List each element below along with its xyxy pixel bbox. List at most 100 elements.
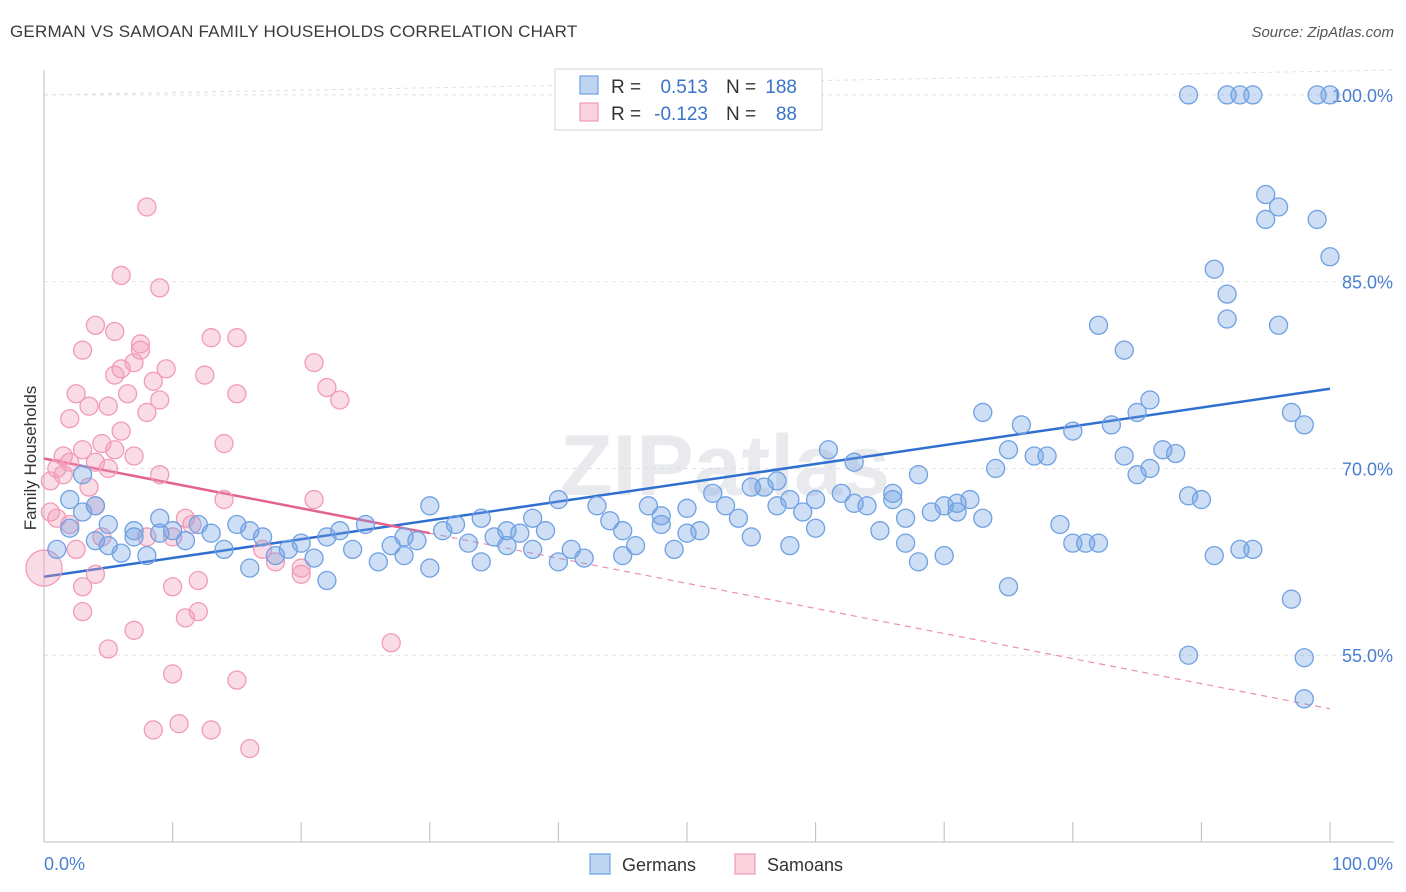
germans-point [1140,458,1160,479]
chart-title: GERMAN VS SAMOAN FAMILY HOUSEHOLDS CORRE… [10,22,578,41]
samoans-point [105,321,125,342]
germans-point [908,465,929,485]
y-tick-label: 70.0% [1342,459,1393,479]
samoans-point [265,552,286,572]
germans-point [1178,85,1199,105]
germans-point [1281,402,1302,423]
germans-point [1294,648,1314,668]
samoans-point [98,639,118,659]
germans-point [317,570,337,591]
stats-n-value: 188 [765,77,797,98]
samoans-point [98,458,118,479]
samoans-point [214,433,234,454]
germans-point [330,521,350,541]
germans-point [150,508,170,528]
germans-point [767,471,787,491]
samoans-point [150,390,170,410]
germans-point [805,518,826,538]
germans-point [162,521,183,541]
samoans-point [117,384,138,404]
germans-point [1114,446,1134,466]
y-axis-label: Family Households [21,386,40,531]
legend-label-samoans: Samoans [767,855,843,875]
samoans-point [214,489,234,510]
germans-point [214,539,234,560]
samoans-point [79,396,99,416]
germans-point [1140,390,1160,410]
germans-point [471,508,491,528]
germans-point [780,536,800,556]
germans-point [497,536,517,556]
germans-point [342,539,363,560]
germans-point [1320,247,1340,267]
samoans-point [111,421,131,441]
samoans-point [72,577,93,597]
samoans-point [72,340,93,360]
samoans-point [79,477,99,497]
samoans-trend-line [43,457,431,535]
samoans-point [137,402,157,423]
germans-point [523,539,543,560]
germans-point [291,533,311,553]
stats-legend-box [554,68,823,131]
germans-point [240,558,260,578]
germans-point [690,521,710,541]
samoans-point [105,440,125,460]
germans-point [587,496,607,516]
germans-point [60,518,80,538]
samoans-point [291,558,311,578]
germans-point [252,527,273,547]
germans-point [1101,415,1122,435]
samoans-point [85,315,106,335]
germans-point [445,514,466,535]
germans-point [638,496,659,516]
germans-point [60,489,80,510]
germans-point [72,465,93,485]
samoans-point [227,670,247,690]
germans-point [831,483,851,504]
germans-point [895,508,916,528]
germans-point [625,536,646,556]
germans-point [407,531,427,551]
germans-point [1268,315,1289,335]
germans-point [1256,209,1276,230]
germans-point [883,483,903,504]
germans-point [1037,446,1057,466]
germans-point [1268,197,1289,217]
germans-point [1307,209,1327,230]
germans-point [908,552,929,572]
germans-point [98,514,118,535]
germans-point [677,498,697,518]
series-samoans [25,197,401,759]
axes [43,70,1394,843]
germans-point [1243,85,1263,105]
stats-swatch-samoans [579,102,599,122]
germans-point [394,545,414,566]
germans-point [793,502,813,522]
samoans-trend-extension [429,532,1331,710]
samoans-point [130,334,151,354]
x-tick-label-min: 0.0% [44,854,85,874]
germans-point [175,531,196,551]
germans-point [510,523,530,543]
germans-point [1114,340,1134,360]
samoans-point [227,328,247,348]
germans-point [780,489,800,510]
legend-swatch-samoans [734,853,756,875]
stats-swatch-germans [579,75,599,95]
samoans-point [130,340,151,360]
germans-point [1217,284,1237,304]
germans-point [651,506,671,526]
samoans-point [162,577,183,597]
germans-point [1281,589,1302,609]
germans-point [1088,315,1109,335]
samoans-point [330,390,350,410]
samoans-point [124,352,144,373]
germans-point [1204,259,1224,279]
y-tick-label: 55.0% [1342,646,1393,666]
stats-n-value: 88 [776,104,797,125]
germans-point [1204,545,1224,566]
germans-point [523,508,543,528]
germans-point [1217,309,1237,329]
